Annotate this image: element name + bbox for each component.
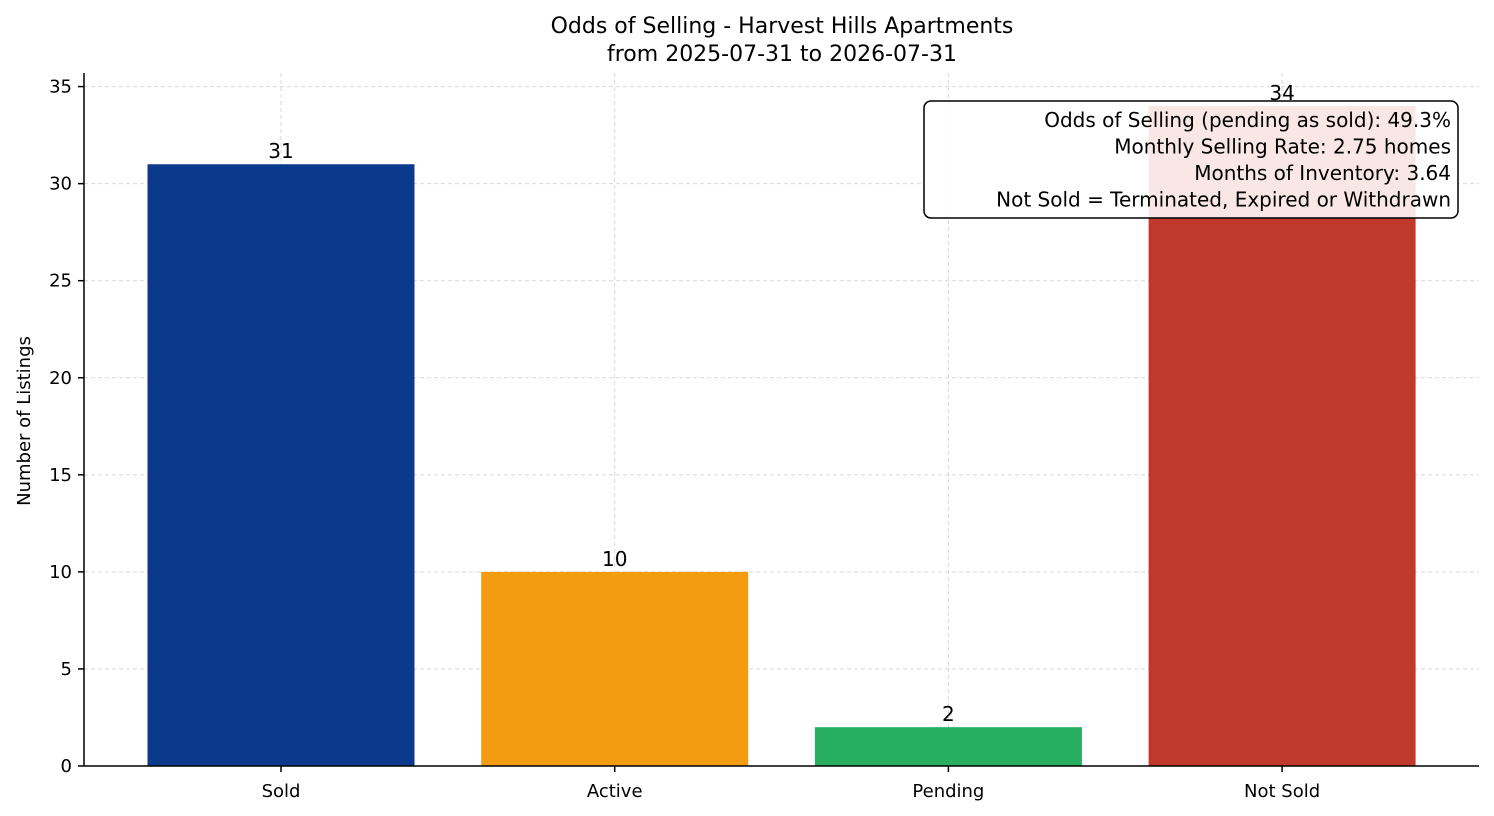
annotation-frame (923, 100, 1459, 219)
y-tick-label: 10 (49, 562, 72, 583)
y-tick-label: 20 (49, 368, 72, 389)
x-tick-label: Not Sold (1244, 781, 1320, 802)
bar-pending (814, 727, 1082, 766)
bar-active (481, 571, 749, 766)
chart-title: Odds of Selling - Harvest Hills Apartmen… (551, 14, 1014, 39)
annotation-line: Months of Inventory: 3.64 (1194, 161, 1451, 185)
bar-value-label: 2 (942, 702, 955, 726)
annotation-line: Odds of Selling (pending as sold): 49.3% (1044, 108, 1451, 132)
annotation-line: Not Sold = Terminated, Expired or Withdr… (996, 188, 1451, 212)
x-tick-label: Active (587, 781, 643, 802)
y-tick-label: 0 (61, 756, 72, 777)
bar-value-label: 10 (602, 547, 627, 571)
y-tick-label: 35 (49, 77, 72, 98)
y-tick-label: 15 (49, 465, 72, 486)
bar-value-label: 31 (268, 139, 293, 163)
x-tick-label: Pending (912, 781, 984, 802)
annotation-box: Odds of Selling (pending as sold): 49.3%… (923, 100, 1459, 219)
annotation-line: Monthly Selling Rate: 2.75 homes (1114, 135, 1451, 159)
y-tick-label: 30 (49, 174, 72, 195)
y-tick-label: 25 (49, 271, 72, 292)
axes: 0 5 10 15 20 25 30 35 Sold Active Pending Not Sold (49, 73, 1479, 802)
y-tick-label: 5 (61, 659, 72, 680)
bars (147, 106, 1416, 766)
bar-sold (147, 164, 415, 766)
chart-subtitle: from 2025-07-31 to 2026-07-31 (607, 42, 957, 67)
x-tick-label: Sold (262, 781, 301, 802)
y-axis-label: Number of Listings (14, 336, 35, 506)
